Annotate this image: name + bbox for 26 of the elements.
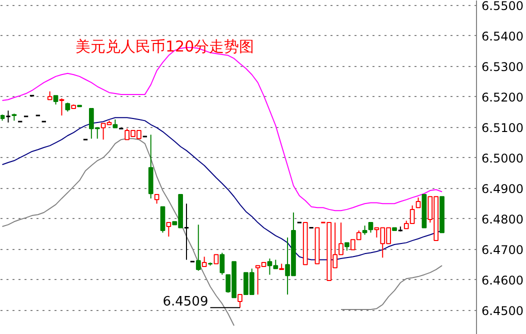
annotation: 6.4509 (162, 294, 208, 310)
candlestick (160, 206, 166, 234)
candlestick (368, 222, 374, 234)
y-tick-label: 6.5500 (482, 0, 524, 13)
y-tick-label: 6.5300 (482, 60, 524, 74)
candlestick (220, 252, 225, 276)
candlestick (238, 294, 242, 308)
y-tick-label: 6.4500 (482, 304, 524, 318)
candlestick (202, 256, 207, 267)
y-tick-label: 6.4800 (482, 212, 524, 226)
y-tick-label: 6.5100 (482, 120, 524, 135)
y-tick-label: 6.5400 (482, 29, 524, 44)
candlestick (5, 110, 12, 124)
candlestick (154, 194, 160, 204)
candlestick (416, 197, 421, 208)
candlestick (184, 203, 190, 260)
y-tick-label: 6.5200 (482, 90, 524, 104)
y-tick-label: 6.4600 (482, 273, 524, 288)
candlestick (362, 225, 368, 236)
candlestick (196, 224, 201, 272)
y-tick-label: 6.4700 (482, 242, 524, 257)
candlestick (214, 254, 219, 264)
candlestick (59, 98, 64, 116)
candlestick (166, 222, 172, 238)
y-tick-label: 6.5000 (482, 151, 524, 166)
y-tick-label: 6.4900 (482, 182, 524, 196)
